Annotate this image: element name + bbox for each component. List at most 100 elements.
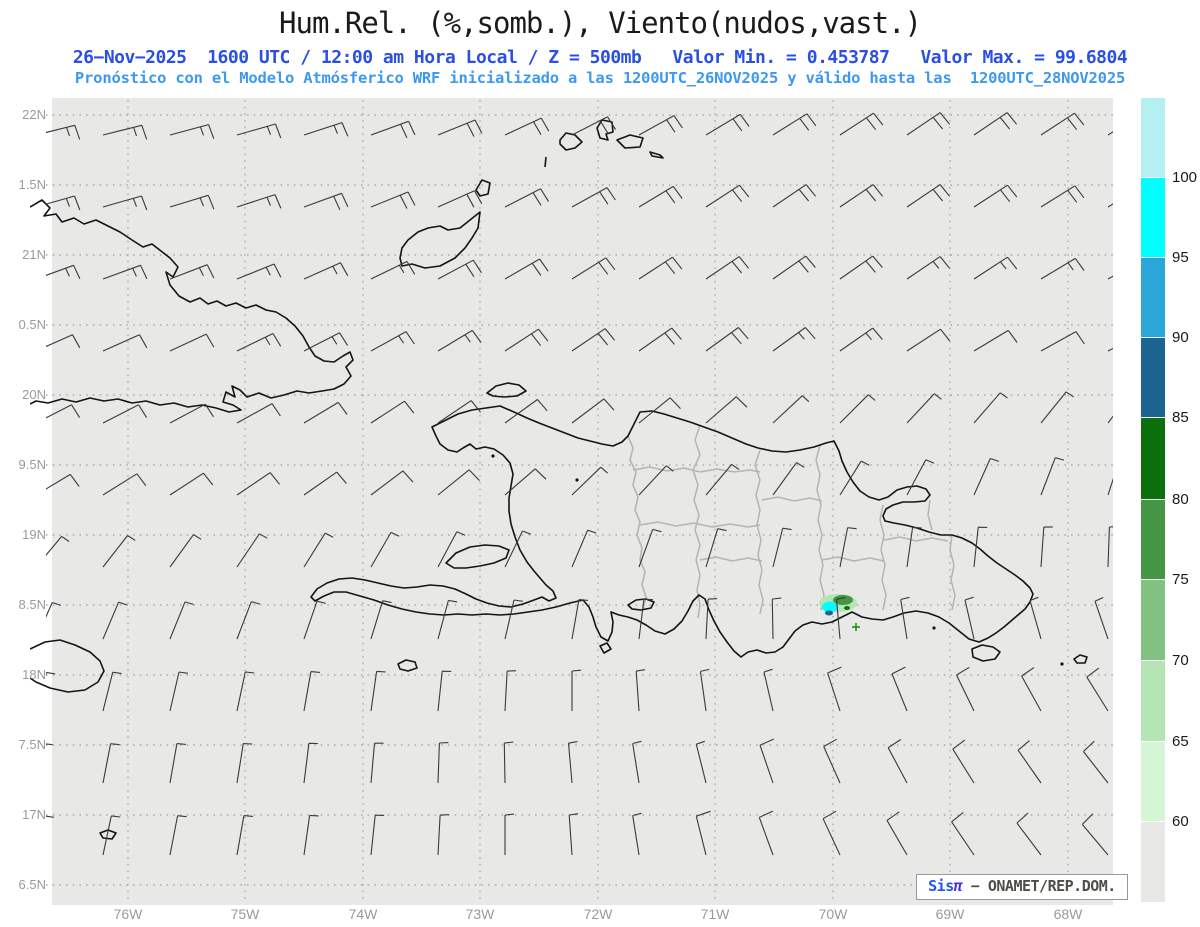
- humidity-cross-marker: [852, 623, 860, 631]
- wind-barb: [1040, 526, 1053, 568]
- lat-tick-label: 22N: [22, 107, 46, 122]
- wind-barb: [823, 738, 841, 784]
- page-title: Hum.Rel. (%,somb.), Viento(nudos,vast.): [279, 6, 922, 40]
- wind-barb: [1029, 596, 1042, 640]
- wind-barb: [1040, 112, 1085, 136]
- wind-barb: [1016, 812, 1042, 856]
- wind-barb: [46, 535, 70, 556]
- wind-barb: [758, 810, 774, 856]
- wind-barb: [973, 526, 988, 568]
- colorbar-tick-label: 60: [1172, 813, 1189, 830]
- wind-barb: [169, 743, 186, 784]
- wind-barb: [827, 666, 842, 712]
- subtitle-model-info: Pronóstico con el Modelo Atmósferico WRF…: [74, 69, 1126, 87]
- wind-barb: [303, 401, 348, 424]
- wind-barb: [46, 473, 80, 490]
- wind-barb: [1082, 740, 1109, 784]
- coastline-layer: [30, 119, 1088, 840]
- coastline-saona: [971, 644, 1001, 662]
- wind-barb: [236, 333, 282, 352]
- wind-barb: [571, 398, 615, 424]
- wind-barb: [370, 331, 415, 352]
- wind-barb: [504, 399, 548, 424]
- wind-barb: [772, 527, 792, 568]
- wind-barb: [571, 669, 582, 711]
- wind-barb: [236, 123, 282, 139]
- wind-barb: [437, 119, 483, 137]
- colorbar-segment: [1141, 822, 1165, 903]
- wind-barb: [303, 671, 320, 712]
- colorbar-tick-label: 95: [1172, 249, 1189, 266]
- province-border: [879, 504, 887, 611]
- wind-barb: [973, 256, 1018, 280]
- wind-barb: [839, 112, 884, 136]
- wind-barb: [1107, 526, 1113, 568]
- wind-barb: [437, 190, 483, 208]
- wind-barb: [772, 184, 817, 208]
- map-plot-background: [52, 98, 1113, 905]
- wind-barb: [437, 670, 452, 712]
- wind-barb: [370, 400, 415, 424]
- wind-barb: [571, 116, 617, 136]
- colorbar-segment: [1141, 338, 1165, 418]
- wind-barb: [568, 813, 579, 856]
- wind-barb: [102, 601, 128, 640]
- wind-barb: [906, 328, 951, 352]
- lon-tick-label: 73W: [465, 906, 495, 922]
- wind-barb: [705, 598, 718, 640]
- wind-barb: [638, 115, 683, 136]
- wind-barb: [102, 671, 122, 712]
- wind-barb: [638, 256, 683, 280]
- wind-barb: [303, 532, 334, 568]
- wind-barb: [437, 742, 449, 784]
- province-border: [883, 536, 949, 542]
- wind-barb: [973, 112, 1018, 136]
- islet-dot: [575, 478, 579, 482]
- province-border: [821, 556, 885, 562]
- wind-barb: [1040, 185, 1085, 208]
- wind-barb: [236, 815, 253, 856]
- wind-barb: [839, 184, 884, 208]
- lon-tick-label: 74W: [348, 906, 378, 922]
- lat-tick-label: 19N: [22, 527, 46, 542]
- wind-barb: [973, 392, 1008, 424]
- coastline-hispaniola: [310, 405, 1034, 658]
- wind-barb: [236, 194, 282, 209]
- wind-barb: [303, 192, 349, 211]
- watermark-onamet: − ONAMET/REP.DOM.: [962, 877, 1117, 895]
- wind-barb: [102, 124, 148, 140]
- wind-barb: [763, 668, 774, 712]
- islet-dot: [932, 626, 936, 630]
- wind-barb: [169, 601, 194, 640]
- wind-barb: [906, 112, 951, 136]
- wind-barb: [169, 333, 215, 352]
- wind-barb: [102, 535, 136, 568]
- wind-barb: [437, 400, 482, 424]
- wind-barb: [236, 263, 282, 280]
- wind-barb: [1040, 257, 1085, 280]
- wind-barb: [370, 120, 416, 139]
- wind-barb: [567, 741, 578, 784]
- lon-tick-label: 68W: [1053, 906, 1083, 922]
- colorbar-segment: [1141, 580, 1165, 661]
- humidity-blob: [822, 601, 838, 613]
- colorbar-segment: [1141, 661, 1165, 742]
- coastline-jamaica: [30, 639, 105, 693]
- coastline-tortuga: [486, 382, 527, 398]
- wind-barb: [973, 457, 999, 496]
- province-border: [639, 521, 761, 528]
- wind-barb: [571, 187, 616, 208]
- wind-barb: [1107, 203, 1113, 208]
- wind-barb: [772, 113, 817, 136]
- colorbar-tick-label: 90: [1172, 329, 1189, 346]
- wind-barb: [370, 814, 385, 856]
- colorbar-tick-label: 80: [1172, 491, 1189, 508]
- wind-barb: [886, 811, 908, 856]
- lat-tick-label: 17N: [22, 807, 46, 822]
- wind-barb: [632, 812, 642, 856]
- humidity-blob: [825, 610, 833, 616]
- coastline-sw_cay: [99, 829, 117, 840]
- wind-barb: [169, 534, 202, 568]
- lat-tick-label: 0.5N: [18, 317, 46, 332]
- lon-tick-label: 70W: [818, 906, 848, 922]
